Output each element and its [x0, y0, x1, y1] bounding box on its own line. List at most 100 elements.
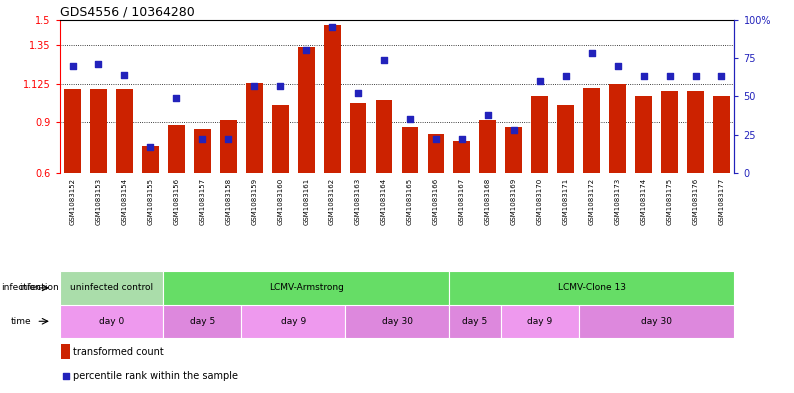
Point [352, 90, 364, 96]
Point [326, 24, 338, 31]
Text: infection: infection [19, 283, 59, 292]
Point [689, 73, 702, 79]
Bar [349, 103, 367, 173]
Text: GSM1083159: GSM1083159 [251, 178, 257, 225]
Point [430, 136, 442, 142]
Point [663, 73, 676, 79]
Point [715, 73, 728, 79]
Bar [194, 129, 210, 173]
Bar [60, 271, 164, 305]
Text: GSM1083172: GSM1083172 [588, 178, 595, 225]
Bar [579, 305, 734, 338]
Text: day 9: day 9 [527, 317, 553, 326]
Bar [376, 100, 392, 173]
Bar [61, 344, 70, 360]
Point [507, 127, 520, 133]
Point [534, 78, 546, 84]
Point [222, 136, 235, 142]
Bar [60, 305, 164, 338]
Bar [90, 90, 107, 173]
Point [403, 116, 416, 123]
Text: GSM1083158: GSM1083158 [225, 178, 231, 225]
Text: GSM1083173: GSM1083173 [615, 178, 621, 225]
Text: GDS4556 / 10364280: GDS4556 / 10364280 [60, 6, 195, 18]
Point [66, 62, 79, 69]
Point [170, 95, 183, 101]
Text: GSM1083161: GSM1083161 [303, 178, 309, 225]
Text: LCMV-Clone 13: LCMV-Clone 13 [557, 283, 626, 292]
Bar [402, 127, 418, 173]
Text: GSM1083157: GSM1083157 [199, 178, 206, 225]
Point [248, 83, 260, 89]
Bar [142, 146, 159, 173]
Bar [168, 125, 185, 173]
Text: GSM1083170: GSM1083170 [537, 178, 543, 225]
Text: infection: infection [1, 283, 40, 292]
Text: transformed count: transformed count [73, 347, 164, 357]
Bar [298, 47, 314, 173]
Text: GSM1083176: GSM1083176 [692, 178, 699, 225]
Point [456, 136, 468, 142]
Text: percentile rank within the sample: percentile rank within the sample [73, 371, 238, 381]
Bar [480, 120, 496, 173]
Bar [241, 305, 345, 338]
Point [560, 73, 572, 79]
Bar [246, 83, 263, 173]
Text: day 5: day 5 [462, 317, 488, 326]
Bar [501, 305, 579, 338]
Text: GSM1083164: GSM1083164 [381, 178, 387, 225]
Text: GSM1083156: GSM1083156 [173, 178, 179, 225]
Text: GSM1083163: GSM1083163 [355, 178, 361, 225]
Text: GSM1083167: GSM1083167 [459, 178, 465, 225]
Text: GSM1083155: GSM1083155 [148, 178, 153, 225]
Bar [713, 96, 730, 173]
Bar [164, 305, 241, 338]
Bar [687, 91, 704, 173]
Bar [324, 25, 341, 173]
Point [92, 61, 105, 67]
Text: GSM1083166: GSM1083166 [433, 178, 439, 225]
Bar [427, 134, 445, 173]
Text: GSM1083153: GSM1083153 [95, 178, 102, 225]
Bar [449, 271, 734, 305]
Point [585, 50, 598, 57]
Text: day 0: day 0 [98, 317, 124, 326]
Bar [453, 141, 470, 173]
Bar [345, 305, 449, 338]
Text: GSM1083160: GSM1083160 [277, 178, 283, 225]
Text: day 30: day 30 [641, 317, 672, 326]
Text: LCMV-Armstrong: LCMV-Armstrong [268, 283, 344, 292]
Bar [220, 120, 237, 173]
Point [60, 373, 72, 380]
Point [118, 72, 131, 78]
Point [144, 144, 156, 150]
Text: GSM1083168: GSM1083168 [485, 178, 491, 225]
Bar [531, 96, 548, 173]
Point [481, 112, 494, 118]
Text: GSM1083175: GSM1083175 [666, 178, 673, 225]
Text: GSM1083154: GSM1083154 [121, 178, 128, 225]
Bar [164, 271, 449, 305]
Point [274, 83, 287, 89]
Bar [635, 96, 652, 173]
Bar [609, 84, 626, 173]
Text: GSM1083171: GSM1083171 [563, 178, 569, 225]
Bar [272, 105, 289, 173]
Text: GSM1083169: GSM1083169 [511, 178, 517, 225]
Text: GSM1083152: GSM1083152 [70, 178, 75, 225]
Point [611, 62, 624, 69]
Text: GSM1083165: GSM1083165 [407, 178, 413, 225]
Text: day 5: day 5 [190, 317, 215, 326]
Text: uninfected control: uninfected control [70, 283, 153, 292]
Point [300, 47, 313, 53]
Text: GSM1083162: GSM1083162 [329, 178, 335, 225]
Bar [64, 90, 81, 173]
Text: time: time [10, 317, 31, 326]
Text: GSM1083174: GSM1083174 [641, 178, 646, 225]
Text: GSM1083177: GSM1083177 [719, 178, 724, 225]
Bar [661, 91, 678, 173]
Bar [557, 105, 574, 173]
Point [196, 136, 209, 142]
Text: day 9: day 9 [280, 317, 306, 326]
Bar [505, 127, 522, 173]
